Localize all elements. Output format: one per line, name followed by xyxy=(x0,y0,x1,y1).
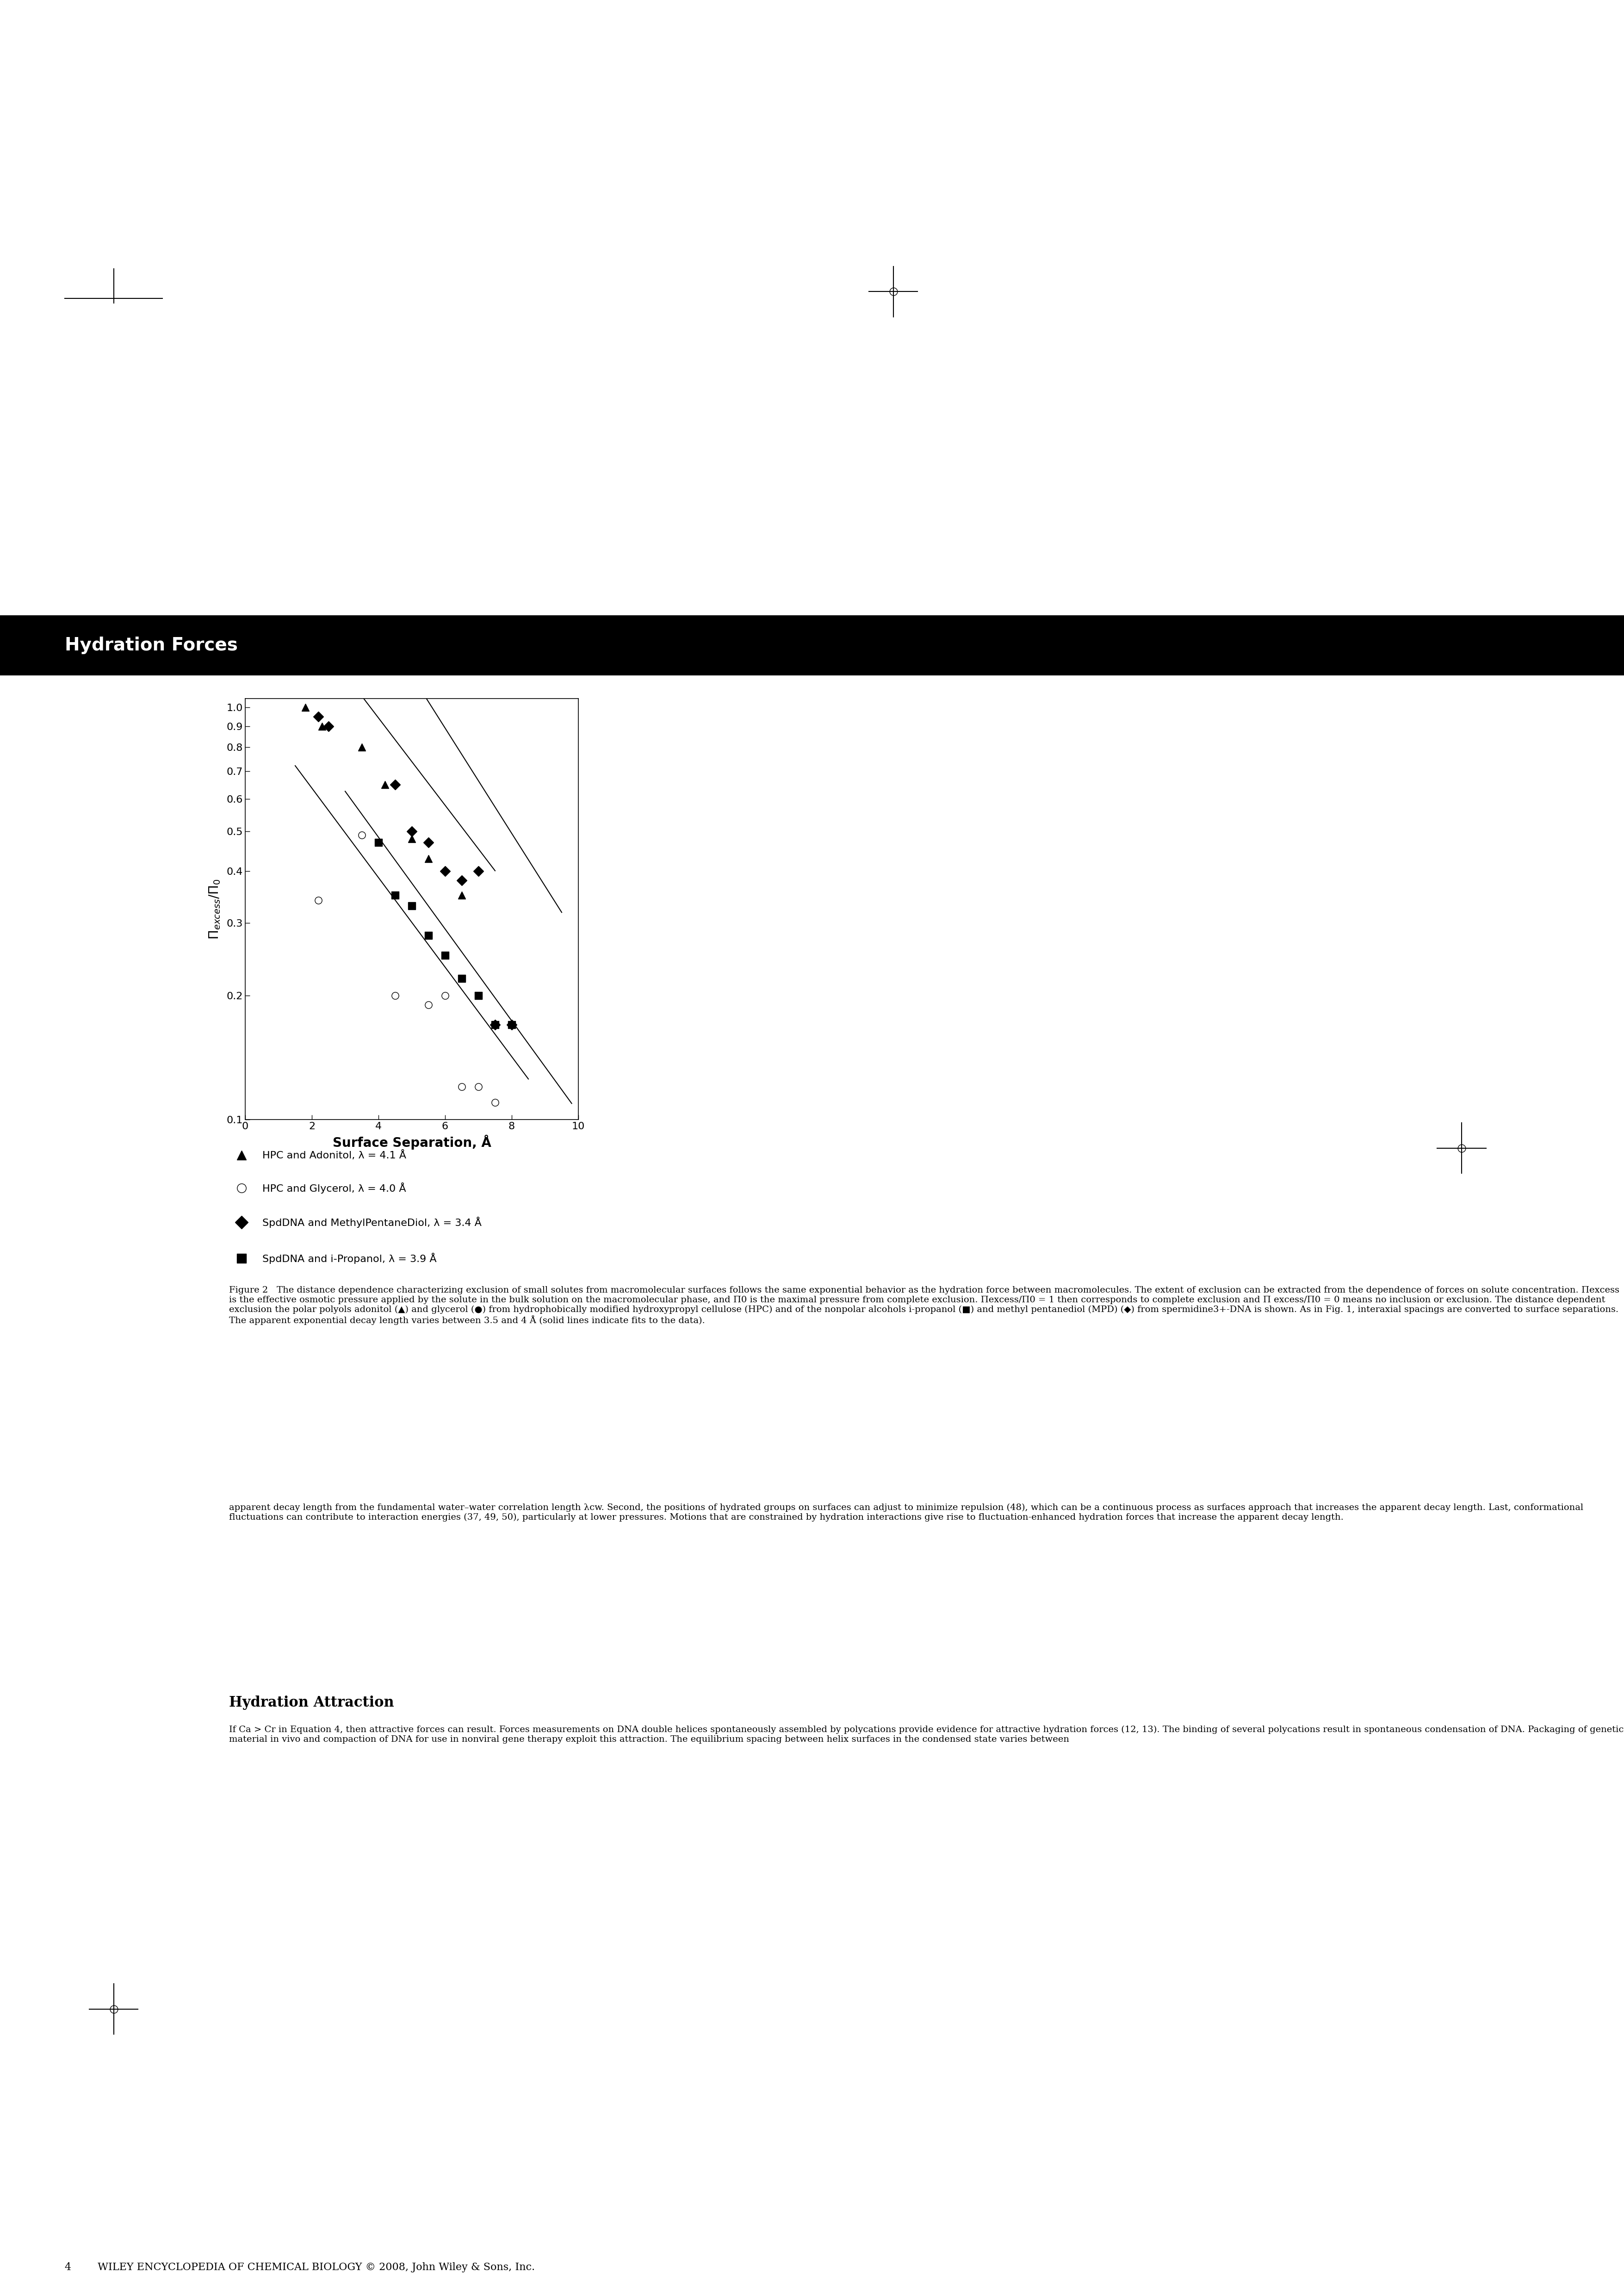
Text: Hydration Forces: Hydration Forces xyxy=(65,636,239,654)
Text: SpdDNA and MethylPentaneDiol, λ = 3.4 Å: SpdDNA and MethylPentaneDiol, λ = 3.4 Å xyxy=(261,1217,481,1228)
Text: If Ca > Cr in Equation 4, then attractive forces can result. Forces measurements: If Ca > Cr in Equation 4, then attractiv… xyxy=(229,1727,1624,1743)
Text: apparent decay length from the fundamental water–water correlation length λcw. S: apparent decay length from the fundament… xyxy=(229,1504,1583,1522)
Text: SpdDNA and i-Propanol, λ = 3.9 Å: SpdDNA and i-Propanol, λ = 3.9 Å xyxy=(261,1254,437,1263)
Text: HPC and Glycerol, λ = 4.0 Å: HPC and Glycerol, λ = 4.0 Å xyxy=(261,1182,406,1194)
Y-axis label: $\Pi_{excess}/\Pi_0$: $\Pi_{excess}/\Pi_0$ xyxy=(208,879,221,939)
Text: Hydration Attraction: Hydration Attraction xyxy=(229,1694,395,1711)
Text: Figure 2   The distance dependence characterizing exclusion of small solutes fro: Figure 2 The distance dependence charact… xyxy=(229,1286,1619,1325)
X-axis label: Surface Separation, Å: Surface Separation, Å xyxy=(333,1134,490,1150)
Text: 4        WILEY ENCYCLOPEDIA OF CHEMICAL BIOLOGY © 2008, John Wiley & Sons, Inc.: 4 WILEY ENCYCLOPEDIA OF CHEMICAL BIOLOGY… xyxy=(65,2262,534,2273)
Text: HPC and Adonitol, λ = 4.1 Å: HPC and Adonitol, λ = 4.1 Å xyxy=(261,1150,406,1159)
